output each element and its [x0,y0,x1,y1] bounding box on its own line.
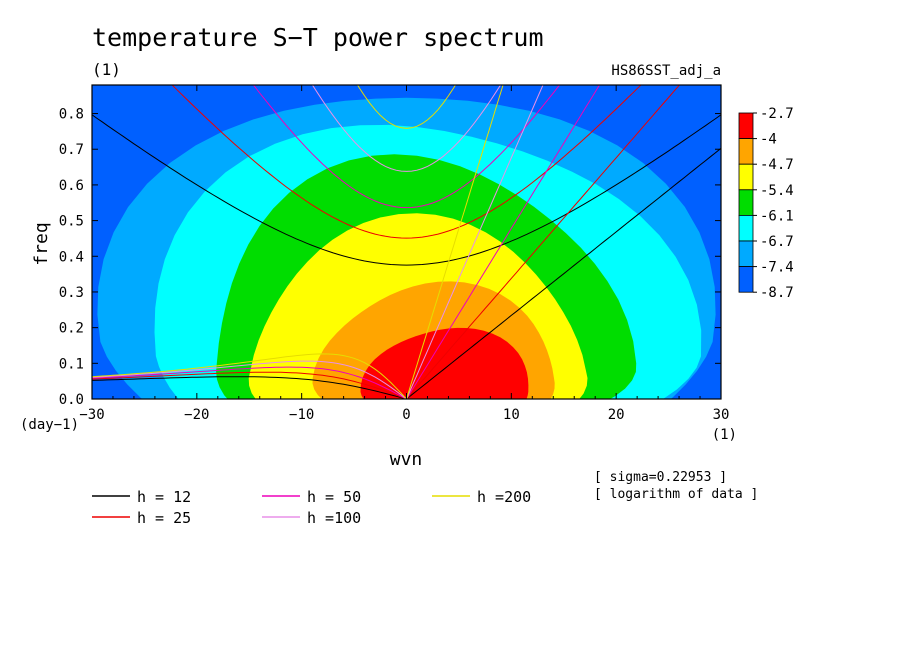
y-tick-label: 0.7 [59,142,84,158]
kelvin-curve-h25 [406,85,681,399]
x-tick-label: 20 [608,407,625,423]
colorbar-swatch [738,163,754,191]
gravity-curve-h25 [171,85,642,239]
legend: h = 12 h = 25 h = 50 h =100 h =200 [92,488,531,527]
rossby-curve-h50 [92,366,407,399]
colorbar-label: -5.4 [760,183,794,199]
y-axis-label: freq [31,222,52,265]
colorbar-swatch [738,112,754,140]
chart-subtitle-left: (1) [92,60,121,79]
x-tick-label: 30 [713,407,730,423]
kelvin-curve-h100 [406,85,544,399]
x-axis-ticks: −30 −20 −10 0 10 20 30 [79,85,729,423]
gravity-curve-h50 [252,85,561,209]
y-tick-label: 0.6 [59,178,84,194]
colorbar-label: -7.4 [760,260,794,276]
rossby-curve-h25 [92,371,407,399]
annotation-sigma: [ sigma=0.22953 ] [594,470,727,485]
colorbar-swatch [738,266,754,293]
gravity-curve-h200 [357,85,456,129]
y-tick-label: 0.8 [59,107,84,123]
colorbar-label: -6.1 [760,208,794,224]
x-axis-label: wvn [390,449,423,470]
x-tick-label: 10 [503,407,520,423]
gravity-curve-h100 [311,85,502,172]
legend-label-h200: h =200 [477,488,531,506]
y-tick-label: 0.0 [59,392,84,408]
x-tick-label: 0 [402,407,410,423]
y-tick-label: 0.2 [59,321,84,337]
dispersion-curves [92,85,721,399]
rossby-curve-h200 [92,353,407,399]
chart-title: temperature S−T power spectrum [92,23,544,52]
colorbar-label: -4 [760,132,777,148]
x-axis-unit: (1) [712,427,737,443]
y-tick-label: 0.1 [59,356,84,372]
contour-level-5 [360,327,529,399]
y-tick-label: 0.4 [59,249,84,265]
x-tick-label: −20 [184,407,209,423]
colorbar-label: -2.7 [760,106,794,122]
colorbar-swatch [738,138,754,165]
colorbar-label: -6.7 [760,234,794,250]
contour-fills [97,97,716,399]
rossby-curve-h12 [92,376,407,399]
x-tick-label: −30 [79,407,104,423]
rossby-curve-h100 [92,360,407,399]
chart-subtitle-right: HS86SST_adj_a [611,63,721,79]
y-axis-ticks: 0.0 0.1 0.2 0.3 0.4 0.5 0.6 0.7 0.8 [59,107,721,408]
colorbar-label: -4.7 [760,157,794,173]
colorbar-swatch [738,240,754,268]
x-tick-label: −10 [289,407,314,423]
colorbar-swatch [738,189,754,216]
y-tick-label: 0.3 [59,285,84,301]
colorbar-swatch [738,214,754,242]
y-tick-label: 0.5 [59,214,84,230]
kelvin-curve-h12 [406,147,721,399]
legend-label-h12: h = 12 [137,488,191,506]
legend-label-h50: h = 50 [307,488,361,506]
legend-label-h100: h =100 [307,509,361,527]
legend-label-h25: h = 25 [137,509,191,527]
colorbar: -2.7 -4 -4.7 -5.4 -6.1 -6.7 -7.4 -8.7 [738,106,794,301]
y-axis-unit: (day−1) [20,417,79,433]
kelvin-curve-h200 [406,85,504,399]
colorbar-label: -8.7 [760,285,794,301]
gravity-curve-h12 [92,114,721,266]
kelvin-curve-h50 [406,85,601,399]
annotation-logarithm: [ logarithm of data ] [594,487,758,502]
